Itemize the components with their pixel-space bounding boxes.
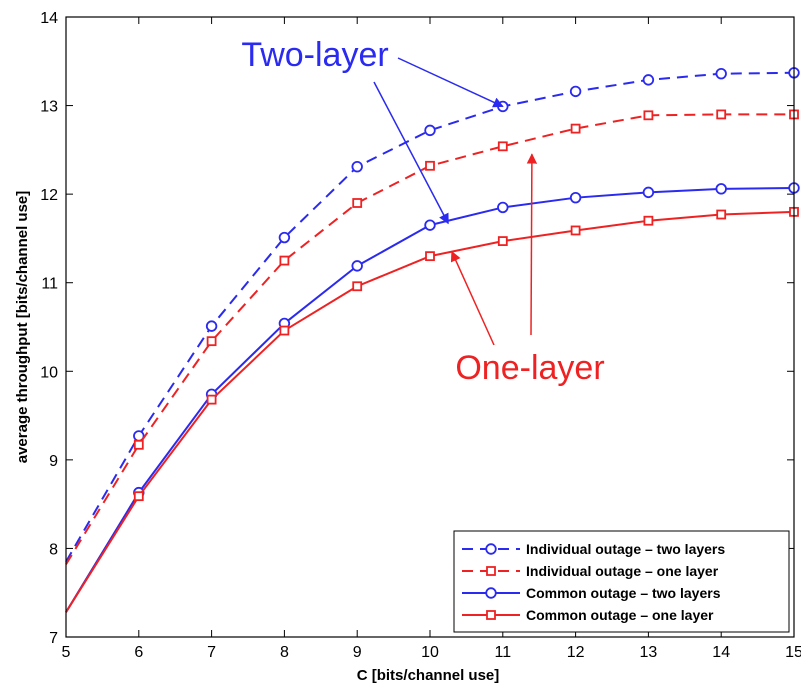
y-tick-label: 14 <box>40 10 58 27</box>
legend: Individual outage – two layers Individual… <box>453 530 790 633</box>
legend-swatch-marker <box>486 566 496 576</box>
legend-label: Individual outage – two layers <box>526 541 725 557</box>
x-tick-label: 14 <box>712 644 730 661</box>
data-point <box>352 281 363 292</box>
x-tick-label: 6 <box>134 644 143 661</box>
data-point <box>497 201 509 214</box>
data-point <box>133 491 144 502</box>
x-tick-label: 9 <box>353 644 362 661</box>
data-point <box>643 215 654 226</box>
series-line <box>65 113 794 565</box>
data-point <box>642 74 655 86</box>
legend-entry-individual-outage-one-layer: Individual outage – one layer <box>462 563 719 579</box>
x-tick-label: 12 <box>567 644 585 661</box>
data-point <box>425 160 435 171</box>
legend-label: Common outage – one layer <box>526 607 714 623</box>
data-point <box>278 231 291 244</box>
legend-swatch-marker <box>486 610 496 620</box>
data-point <box>716 209 727 220</box>
callout-annotations: Two-layer One-layer <box>241 36 604 387</box>
legend-label: Individual outage – one layer <box>526 563 719 579</box>
callout-one-layer: One-layer <box>450 153 605 387</box>
data-point <box>570 123 581 134</box>
x-tick-label: 15 <box>785 644 801 661</box>
y-tick-label: 10 <box>40 364 58 381</box>
data-point <box>206 394 217 405</box>
series-line <box>65 71 795 563</box>
data-point <box>424 219 436 231</box>
legend-swatch-marker <box>485 587 497 599</box>
data-point <box>352 198 363 208</box>
y-tick-label: 7 <box>49 630 58 647</box>
data-point <box>642 186 655 199</box>
series-individual-outage-one-layer <box>65 109 799 565</box>
data-point <box>425 251 435 262</box>
x-tick-label: 11 <box>494 644 511 661</box>
data-point <box>279 325 290 336</box>
data-point <box>279 255 290 266</box>
legend-entry-common-outage-two-layers: Common outage – two layers <box>462 585 721 601</box>
callout-two-layer: Two-layer <box>241 36 504 225</box>
x-tick-label: 7 <box>207 644 216 661</box>
y-axis-label: average throughput [bits/channel use] <box>14 191 31 464</box>
y-tick-label: 9 <box>49 453 58 470</box>
data-point <box>716 109 727 120</box>
data-point <box>351 160 363 173</box>
y-tick-label: 12 <box>40 187 58 204</box>
data-point <box>569 85 582 98</box>
data-point <box>424 124 436 137</box>
callout-label: One-layer <box>455 349 604 387</box>
x-axis-label: C [bits/channel use] <box>357 667 500 684</box>
callout-arrow <box>373 81 449 225</box>
y-tick-label: 11 <box>41 276 58 293</box>
series-individual-outage-two-layers <box>65 67 800 563</box>
x-tick-label: 8 <box>280 644 289 661</box>
data-point <box>206 336 217 347</box>
callout-arrow <box>450 250 495 346</box>
legend-entry-individual-outage-two-layers: Individual outage – two layers <box>462 541 725 557</box>
data-point <box>570 225 581 236</box>
data-point <box>569 191 582 204</box>
axes: 5 6 7 8 9 10 11 12 13 14 15 7 8 9 10 11 12 13 14 <box>40 10 801 661</box>
legend-label: Common outage – two layers <box>526 585 721 601</box>
callout-arrow <box>397 57 504 108</box>
data-point <box>643 110 654 121</box>
legend-swatch-marker <box>485 543 497 555</box>
callout-label: Two-layer <box>241 36 388 74</box>
data-point <box>715 67 727 80</box>
data-point <box>133 439 144 450</box>
x-tick-label: 5 <box>62 644 71 661</box>
data-point <box>715 183 727 195</box>
data-point <box>497 236 508 246</box>
y-tick-label: 8 <box>49 541 58 558</box>
x-tick-label: 13 <box>640 644 658 661</box>
x-tick-label: 10 <box>421 644 439 661</box>
data-point <box>497 141 508 152</box>
data-point <box>351 260 363 272</box>
data-point <box>205 320 218 332</box>
callout-arrow <box>526 153 538 336</box>
legend-entry-common-outage-one-layer: Common outage – one layer <box>462 607 714 623</box>
y-tick-label: 13 <box>40 99 58 116</box>
